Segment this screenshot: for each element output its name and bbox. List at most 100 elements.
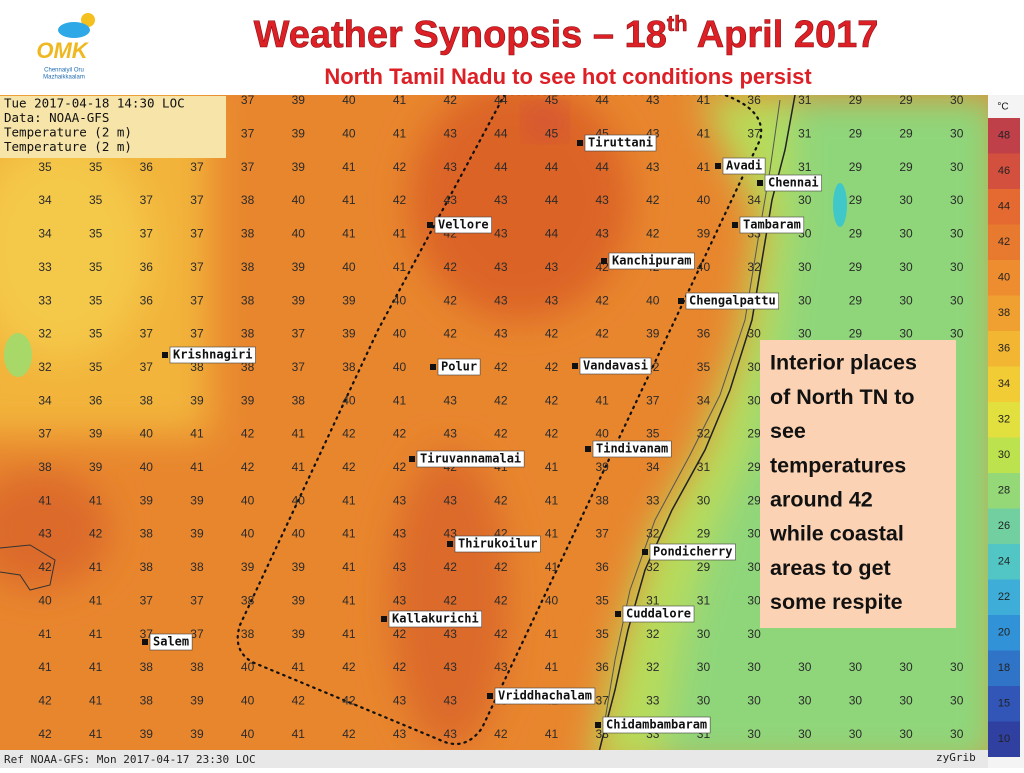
- grid-value: 44: [494, 127, 508, 141]
- grid-value: 30: [950, 260, 964, 274]
- grid-value: 30: [697, 627, 711, 641]
- grid-value: 42: [292, 693, 306, 707]
- grid-value: 30: [950, 127, 964, 141]
- legend-swatch: [988, 650, 1020, 686]
- grid-value: 29: [849, 193, 863, 207]
- grid-value: 42: [444, 93, 458, 107]
- grid-value: 35: [89, 193, 103, 207]
- city-label-bg: [602, 716, 711, 734]
- grid-value: 32: [747, 260, 761, 274]
- logo-brand: OMK: [36, 38, 89, 63]
- grid-value: 36: [697, 327, 711, 341]
- legend-label: 10: [998, 733, 1010, 745]
- legend-label: 32: [998, 414, 1010, 426]
- city-dot: [715, 163, 721, 169]
- grid-value: 30: [950, 660, 964, 674]
- grid-value: 30: [798, 293, 812, 307]
- grid-value: 40: [292, 493, 306, 507]
- callout-line: while coastal: [769, 522, 904, 546]
- grid-value: 41: [342, 627, 356, 641]
- grid-value: 41: [342, 160, 356, 174]
- grid-value: 39: [595, 460, 609, 474]
- legend-swatch: [988, 224, 1020, 260]
- grid-value: 30: [747, 393, 761, 407]
- legend-swatch: [988, 544, 1020, 580]
- grid-value: 40: [241, 527, 255, 541]
- grid-value: 43: [494, 193, 508, 207]
- grid-value: 43: [444, 127, 458, 141]
- callout-line: temperatures: [770, 453, 906, 477]
- grid-value: 29: [899, 127, 913, 141]
- grid-value: 29: [849, 293, 863, 307]
- grid-value: 36: [89, 393, 103, 407]
- grid-value: 38: [241, 627, 255, 641]
- grid-value: 39: [89, 427, 103, 441]
- footer-ref: Ref NOAA-GFS: Mon 2017-04-17 23:30 LOC: [4, 753, 256, 766]
- grid-value: 32: [697, 427, 711, 441]
- grid-value: 37: [140, 360, 154, 374]
- info-line: Data: NOAA-GFS: [4, 110, 109, 125]
- grid-value: 37: [140, 593, 154, 607]
- grid-value: 43: [494, 260, 508, 274]
- callout-box: [760, 340, 956, 628]
- city-label: Chidambambaram: [606, 718, 707, 732]
- grid-value: 41: [393, 127, 407, 141]
- grid-value: 41: [545, 460, 559, 474]
- grid-value: 30: [950, 327, 964, 341]
- city-dot: [595, 722, 601, 728]
- grid-value: 38: [190, 560, 204, 574]
- legend-label: 44: [998, 201, 1010, 213]
- grid-value: 32: [38, 360, 52, 374]
- grid-value: 32: [646, 560, 660, 574]
- legend-label: 20: [998, 627, 1010, 639]
- grid-value: 35: [595, 627, 609, 641]
- grid-value: 29: [849, 260, 863, 274]
- grid-value: 43: [38, 527, 52, 541]
- legend-label: 28: [998, 485, 1010, 497]
- grid-value: 38: [190, 660, 204, 674]
- grid-value: 42: [393, 460, 407, 474]
- grid-value: 41: [545, 660, 559, 674]
- grid-value: 40: [292, 227, 306, 241]
- grid-value: 41: [342, 560, 356, 574]
- city-dot: [572, 363, 578, 369]
- grid-value: 42: [342, 660, 356, 674]
- legend-swatch: [988, 579, 1020, 615]
- grid-value: 31: [697, 593, 711, 607]
- grid-value: 39: [241, 560, 255, 574]
- city-label-bg: [434, 216, 492, 234]
- grid-value: 39: [292, 293, 306, 307]
- grid-value: 39: [342, 293, 356, 307]
- grid-value: 41: [89, 660, 103, 674]
- grid-value: 32: [646, 627, 660, 641]
- grid-value: 40: [393, 360, 407, 374]
- grid-value: 40: [140, 460, 154, 474]
- grid-value: 42: [444, 293, 458, 307]
- grid-value: 30: [899, 727, 913, 741]
- grid-value: 44: [545, 193, 559, 207]
- info-line: Temperature (2 m): [4, 139, 132, 154]
- grid-value: 39: [190, 493, 204, 507]
- grid-value: 40: [241, 727, 255, 741]
- grid-value: 34: [38, 193, 52, 207]
- grid-value: 43: [393, 493, 407, 507]
- credit: zyGrib: [936, 751, 976, 764]
- grid-value: 30: [899, 660, 913, 674]
- grid-value: 29: [899, 160, 913, 174]
- grid-value: 43: [393, 527, 407, 541]
- grid-value: 43: [545, 293, 559, 307]
- grid-value: 41: [342, 593, 356, 607]
- grid-value: 43: [393, 693, 407, 707]
- info-line: Tue 2017-04-18 14:30 LOC: [4, 96, 185, 111]
- city-dot: [642, 549, 648, 555]
- city-label: Tiruttani: [588, 136, 653, 150]
- grid-value: 35: [646, 427, 660, 441]
- city-label-bg: [739, 216, 805, 234]
- legend-label: 26: [998, 520, 1010, 532]
- legend-unit: °C: [997, 102, 1008, 113]
- title-sup: th: [667, 11, 688, 36]
- grid-value: 42: [38, 693, 52, 707]
- grid-value: 30: [798, 193, 812, 207]
- grid-value: 32: [646, 527, 660, 541]
